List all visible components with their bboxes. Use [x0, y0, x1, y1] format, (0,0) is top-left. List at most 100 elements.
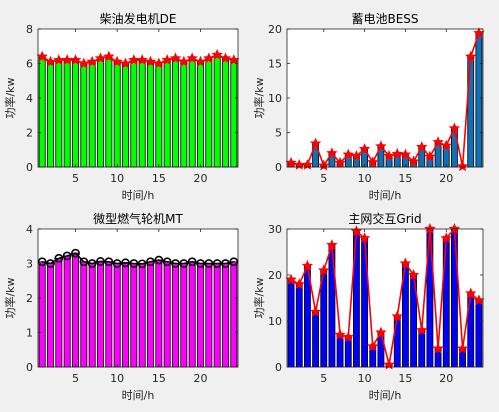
star-marker — [36, 50, 48, 62]
circle-marker — [129, 259, 139, 268]
x-axis-label: 时间/h — [369, 389, 402, 402]
star-marker — [375, 140, 387, 152]
bar — [188, 261, 196, 368]
circle-marker — [79, 257, 89, 267]
axes-box — [286, 228, 484, 368]
bar — [105, 56, 113, 168]
y-tick-label: 0 — [26, 361, 33, 374]
x-tick-label: 20 — [439, 172, 453, 185]
star-marker — [44, 55, 57, 67]
bar — [38, 261, 46, 368]
star-marker — [78, 57, 90, 69]
plot-area — [38, 29, 238, 167]
circle-marker — [62, 251, 72, 261]
circle-marker — [121, 258, 130, 268]
x-tick-label: 20 — [194, 372, 208, 385]
bar — [88, 61, 96, 168]
circle-marker — [54, 253, 64, 263]
bar — [55, 59, 63, 168]
bar — [72, 252, 79, 368]
bar — [97, 261, 104, 368]
x-tick-label: 15 — [398, 372, 412, 385]
bar — [80, 63, 88, 168]
star-marker — [326, 147, 338, 159]
star-marker — [94, 52, 107, 64]
star-marker — [416, 324, 428, 336]
bar — [155, 63, 163, 168]
y-tick-label: 20 — [268, 23, 282, 36]
star-marker — [416, 141, 428, 152]
star-marker — [456, 160, 469, 172]
star-marker — [69, 54, 82, 65]
star-marker — [153, 57, 165, 69]
star-marker — [119, 57, 132, 69]
star-marker — [301, 259, 314, 271]
y-tick-label: 4 — [26, 223, 33, 236]
y-tick-label: 10 — [268, 315, 282, 328]
bar — [38, 56, 46, 168]
circle-marker — [204, 259, 214, 268]
circle-marker — [96, 257, 105, 266]
chart-title: 柴油发电机DE — [100, 11, 177, 26]
x-tick-label: 10 — [110, 172, 124, 185]
y-tick-label: 10 — [268, 92, 282, 105]
chart-title: 蓄电池BESS — [351, 12, 418, 26]
bar — [197, 61, 204, 168]
y-tick-label: 6 — [26, 58, 33, 71]
x-tick-label: 15 — [152, 372, 166, 385]
star-marker — [399, 148, 412, 160]
bar — [88, 263, 96, 368]
y-tick-label: 30 — [268, 223, 282, 236]
star-marker — [309, 305, 322, 317]
bar — [147, 61, 154, 168]
star-marker — [111, 55, 123, 67]
chart-grid-interaction: 5 10 15 20 0 10 20 30 主网交互Grid 时间/h 功率/kw — [252, 211, 485, 402]
bar — [475, 32, 483, 168]
circle-marker — [104, 257, 114, 267]
star-marker — [334, 156, 346, 168]
circle-marker — [146, 257, 155, 267]
circle-marker — [87, 259, 97, 268]
star-marker — [465, 287, 477, 299]
bar — [63, 59, 71, 168]
x-tick-label: 5 — [72, 172, 79, 185]
x-axis-label: 时间/h — [122, 389, 155, 402]
star-marker — [350, 225, 363, 237]
circle-marker — [46, 259, 55, 268]
bar — [230, 59, 238, 168]
circle-marker — [221, 259, 230, 268]
star-marker — [358, 143, 371, 154]
bar — [163, 59, 171, 168]
bar — [222, 263, 229, 368]
chart-micro-gas-turbine: 5 10 15 20 0 1 2 3 4 微型燃气轮机MT 时间/h 功率/kw — [3, 211, 239, 402]
y-tick-label: 0 — [275, 361, 282, 374]
chart-title: 微型燃气轮机MT — [93, 211, 183, 226]
star-marker — [334, 328, 346, 340]
star-marker — [186, 52, 198, 64]
x-axis-label: 时间/h — [369, 189, 402, 202]
bar — [55, 257, 63, 368]
bar — [72, 59, 79, 168]
bar — [180, 61, 188, 168]
y-axis-label: 功率/kw — [3, 77, 17, 118]
series-line — [290, 32, 480, 168]
bar — [475, 299, 483, 368]
bar — [80, 261, 88, 368]
x-tick-label: 15 — [398, 172, 412, 185]
star-marker — [448, 122, 461, 134]
star-marker — [103, 50, 115, 62]
bar — [47, 263, 54, 368]
bar — [172, 263, 179, 368]
bar — [197, 263, 204, 368]
x-axis-label: 时间/h — [122, 189, 155, 202]
bar — [63, 255, 71, 368]
circle-marker — [229, 257, 239, 267]
circle-marker — [154, 255, 164, 265]
y-tick-label: 8 — [26, 23, 33, 36]
x-tick-label: 10 — [110, 372, 124, 385]
star-marker — [424, 150, 436, 162]
y-tick-label: 5 — [275, 127, 282, 140]
star-marker — [432, 342, 444, 354]
y-tick-label: 20 — [268, 269, 282, 282]
bar — [147, 261, 154, 368]
